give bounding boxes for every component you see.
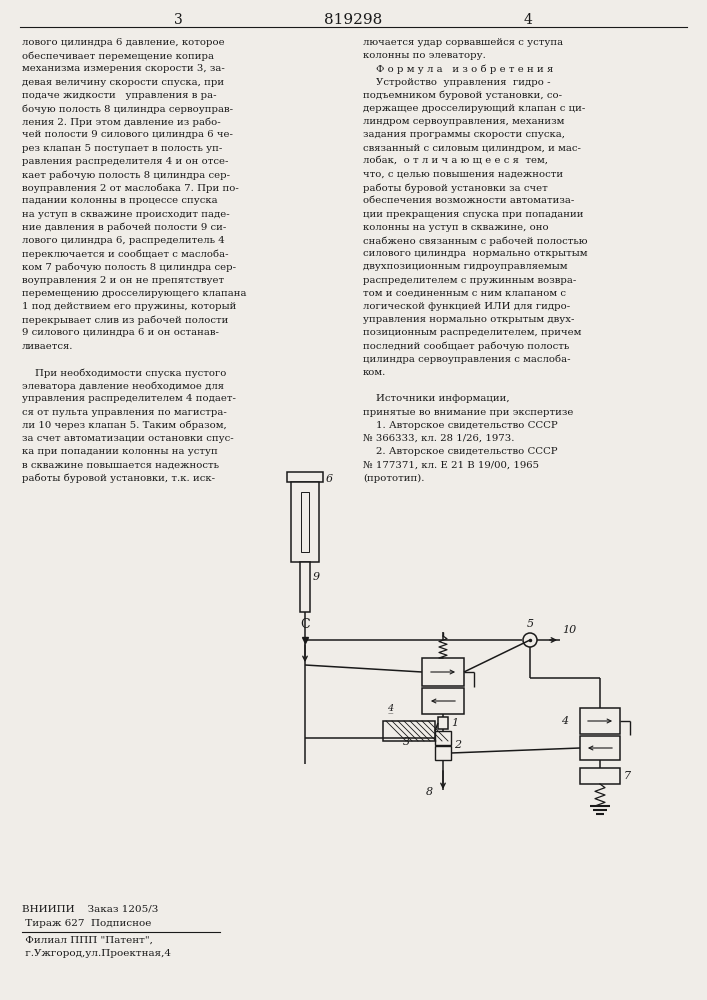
Text: ком.: ком. [363, 368, 386, 377]
Text: 1: 1 [451, 718, 458, 728]
Text: 9 силового цилиндра 6 и он останав-: 9 силового цилиндра 6 и он останав- [22, 328, 219, 337]
Text: 1 под действием его пружины, который: 1 под действием его пружины, который [22, 302, 236, 311]
Bar [435, 731, 451, 745]
Text: принятые во внимание при экспертизе: принятые во внимание при экспертизе [363, 408, 573, 417]
Text: перемещению дросселирующего клапана: перемещению дросселирующего клапана [22, 289, 247, 298]
Text: равления распределителя 4 и он отсе-: равления распределителя 4 и он отсе- [22, 157, 228, 166]
Text: г.Ужгород,ул.Проектная,4: г.Ужгород,ул.Проектная,4 [22, 949, 171, 958]
Text: ВНИИПИ    Заказ 1205/3: ВНИИПИ Заказ 1205/3 [22, 905, 158, 914]
Text: механизма измерения скорости 3, за-: механизма измерения скорости 3, за- [22, 64, 225, 73]
Bar [383, 721, 435, 741]
Bar [422, 688, 464, 714]
Text: девая величину скорости спуска, при: девая величину скорости спуска, при [22, 78, 224, 87]
Text: том и соединенным с ним клапаном с: том и соединенным с ним клапаном с [363, 289, 566, 298]
Text: 6: 6 [326, 474, 333, 484]
Text: 4̲: 4̲ [387, 703, 393, 713]
Text: C: C [300, 618, 310, 631]
Text: 4: 4 [561, 716, 568, 726]
Text: ние давления в рабочей полости 9 си-: ние давления в рабочей полости 9 си- [22, 223, 226, 232]
Text: Филиал ППП "Патент",: Филиал ППП "Патент", [22, 936, 153, 945]
Text: силового цилиндра  нормально открытым: силового цилиндра нормально открытым [363, 249, 588, 258]
Text: ления 2. При этом давление из рабо-: ления 2. При этом давление из рабо- [22, 117, 221, 127]
Bar [291, 482, 319, 562]
Bar [438, 717, 448, 729]
Text: управления распределителем 4 подает-: управления распределителем 4 подает- [22, 394, 236, 403]
Text: колонны по элеватору.: колонны по элеватору. [363, 51, 486, 60]
Text: № 366333, кл. 28 1/26, 1973.: № 366333, кл. 28 1/26, 1973. [363, 434, 515, 443]
Bar [580, 708, 620, 734]
Text: При необходимости спуска пустого: При необходимости спуска пустого [22, 368, 226, 377]
Text: на уступ в скважине происходит паде-: на уступ в скважине происходит паде- [22, 210, 230, 219]
Text: (прототип).: (прототип). [363, 474, 424, 483]
Text: ции прекращения спуска при попадании: ции прекращения спуска при попадании [363, 210, 583, 219]
Text: № 177371, кл. Е 21 В 19/00, 1965: № 177371, кл. Е 21 В 19/00, 1965 [363, 460, 539, 469]
Text: что, с целью повышения надежности: что, с целью повышения надежности [363, 170, 563, 179]
Text: Ф о р м у л а   и з о б р е т е н и я: Ф о р м у л а и з о б р е т е н и я [363, 64, 554, 74]
Text: ком 7 рабочую полость 8 цилиндра сер-: ком 7 рабочую полость 8 цилиндра сер- [22, 262, 236, 272]
Text: двухпозиционным гидроуправляемым: двухпозиционным гидроуправляемым [363, 262, 568, 271]
Text: лобак,  о т л и ч а ю щ е е с я  тем,: лобак, о т л и ч а ю щ е е с я тем, [363, 157, 548, 166]
Text: переключается и сообщает с маслоба-: переключается и сообщает с маслоба- [22, 249, 228, 259]
Text: чей полости 9 силового цилиндра 6 че-: чей полости 9 силового цилиндра 6 че- [22, 130, 233, 139]
Text: ся от пульта управления по магистра-: ся от пульта управления по магистра- [22, 408, 227, 417]
Text: обеспечения возможности автоматиза-: обеспечения возможности автоматиза- [363, 196, 574, 205]
Text: 3: 3 [402, 737, 409, 747]
Text: ливается.: ливается. [22, 342, 74, 351]
Text: последний сообщает рабочую полость: последний сообщает рабочую полость [363, 342, 569, 351]
Text: 8: 8 [426, 787, 433, 797]
Text: падании колонны в процессе спуска: падании колонны в процессе спуска [22, 196, 218, 205]
Text: 7: 7 [624, 771, 631, 781]
Text: Источники информации,: Источники информации, [363, 394, 510, 403]
Bar [435, 746, 451, 760]
Text: лючается удар сорвавшейся с уступа: лючается удар сорвавшейся с уступа [363, 38, 563, 47]
Text: задания программы скорости спуска,: задания программы скорости спуска, [363, 130, 565, 139]
Text: бочую полость 8 цилиндра сервоуправ-: бочую полость 8 цилиндра сервоуправ- [22, 104, 233, 113]
Text: воуправления 2 от маслобака 7. При по-: воуправления 2 от маслобака 7. При по- [22, 183, 239, 193]
Text: 819298: 819298 [324, 13, 382, 27]
Text: 2: 2 [454, 740, 461, 750]
Text: линдром сервоуправления, механизм: линдром сервоуправления, механизм [363, 117, 564, 126]
Text: ли 10 через клапан 5. Таким образом,: ли 10 через клапан 5. Таким образом, [22, 421, 227, 430]
Text: ка при попадании колонны на уступ: ка при попадании колонны на уступ [22, 447, 218, 456]
Text: за счет автоматизации остановки спус-: за счет автоматизации остановки спус- [22, 434, 233, 443]
Text: Тираж 627  Подписное: Тираж 627 Подписное [22, 919, 151, 928]
Text: подъемником буровой установки, со-: подъемником буровой установки, со- [363, 91, 562, 100]
Bar [300, 562, 310, 612]
Text: работы буровой установки, т.к. иск-: работы буровой установки, т.к. иск- [22, 474, 215, 483]
Text: 4: 4 [524, 13, 532, 27]
Bar [580, 736, 620, 760]
Text: 5: 5 [527, 619, 534, 629]
Text: в скважине повышается надежность: в скважине повышается надежность [22, 460, 219, 469]
Text: снабжено связанным с рабочей полостью: снабжено связанным с рабочей полостью [363, 236, 588, 245]
Bar [301, 492, 309, 552]
Text: работы буровой установки за счет: работы буровой установки за счет [363, 183, 548, 193]
Text: подаче жидкости   управления в ра-: подаче жидкости управления в ра- [22, 91, 216, 100]
Text: кает рабочую полость 8 цилиндра сер-: кает рабочую полость 8 цилиндра сер- [22, 170, 230, 180]
Bar [580, 768, 620, 784]
Text: позиционным распределителем, причем: позиционным распределителем, причем [363, 328, 581, 337]
Text: управления нормально открытым двух-: управления нормально открытым двух- [363, 315, 574, 324]
Text: элеватора давление необходимое для: элеватора давление необходимое для [22, 381, 224, 391]
Text: перекрывает слив из рабочей полости: перекрывает слив из рабочей полости [22, 315, 228, 325]
Text: воуправления 2 и он не препятствует: воуправления 2 и он не препятствует [22, 276, 224, 285]
Text: Устройство  управления  гидро -: Устройство управления гидро - [363, 78, 551, 87]
Text: рез клапан 5 поступает в полость уп-: рез клапан 5 поступает в полость уп- [22, 144, 222, 153]
Text: распределителем с пружинным возвра-: распределителем с пружинным возвра- [363, 276, 576, 285]
Text: 9: 9 [313, 572, 320, 582]
Text: лового цилиндра 6, распределитель 4: лового цилиндра 6, распределитель 4 [22, 236, 225, 245]
Text: обеспечивает перемещение копира: обеспечивает перемещение копира [22, 51, 214, 61]
Text: 3: 3 [174, 13, 182, 27]
Bar [422, 658, 464, 686]
Text: держащее дросселирующий клапан с ци-: держащее дросселирующий клапан с ци- [363, 104, 585, 113]
Text: 1. Авторское свидетельство СССР: 1. Авторское свидетельство СССР [363, 421, 558, 430]
Text: лового цилиндра 6 давление, которое: лового цилиндра 6 давление, которое [22, 38, 225, 47]
Bar [287, 472, 323, 482]
Text: связанный с силовым цилиндром, и мас-: связанный с силовым цилиндром, и мас- [363, 144, 581, 153]
Text: 10: 10 [562, 625, 576, 635]
Text: логической функцией ИЛИ для гидро-: логической функцией ИЛИ для гидро- [363, 302, 570, 311]
Text: 2. Авторское свидетельство СССР: 2. Авторское свидетельство СССР [363, 447, 558, 456]
Text: колонны на уступ в скважине, оно: колонны на уступ в скважине, оно [363, 223, 549, 232]
Text: цилиндра сервоуправления с маслоба-: цилиндра сервоуправления с маслоба- [363, 355, 571, 364]
